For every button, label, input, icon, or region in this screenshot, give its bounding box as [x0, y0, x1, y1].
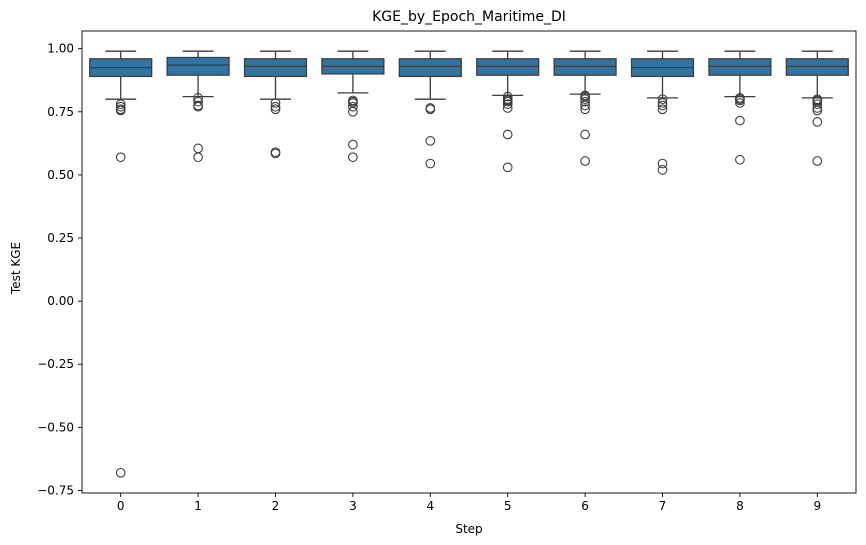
outlier-point — [502, 96, 513, 107]
outlier-point — [812, 103, 823, 113]
outlier-point — [348, 139, 358, 150]
outlier-point — [735, 115, 745, 126]
outlier-point — [425, 158, 436, 169]
outlier-point — [193, 96, 203, 107]
outlier-point — [193, 143, 203, 154]
outlier-point — [735, 154, 745, 165]
outlier-point — [812, 117, 823, 127]
outlier-point — [270, 101, 281, 112]
box-body — [243, 58, 308, 78]
y-tick-label: −0.75 — [37, 483, 74, 497]
outlier-point — [657, 158, 668, 169]
y-tick-label: 0.00 — [47, 294, 74, 308]
outlier-point — [812, 105, 823, 116]
x-tick-label: 1 — [194, 499, 202, 513]
outlier-point — [193, 101, 203, 112]
outlier-point — [115, 467, 126, 478]
outlier-point — [502, 99, 513, 110]
outlier-point — [657, 98, 668, 108]
y-tick-label: 1.00 — [47, 42, 74, 56]
outlier-point — [115, 152, 126, 163]
outlier-point — [115, 99, 126, 110]
outlier-point — [735, 95, 745, 106]
x-tick-label: 6 — [581, 499, 589, 513]
chart-title: KGE_by_Epoch_Maritime_DI — [372, 9, 566, 25]
outlier-point — [657, 165, 668, 175]
outlier-point — [657, 100, 668, 111]
x-tick-label: 4 — [426, 499, 434, 513]
outlier-point — [270, 104, 281, 115]
y-tick-label: 0.50 — [47, 168, 74, 182]
y-tick-label: −0.50 — [37, 420, 74, 434]
box-body — [398, 58, 462, 78]
y-tick-label: 0.25 — [47, 231, 74, 245]
x-tick-label: 8 — [736, 499, 744, 513]
outlier-point — [580, 94, 590, 105]
x-tick-label: 9 — [813, 499, 821, 513]
x-tick-label: 7 — [659, 499, 667, 513]
outlier-point — [115, 101, 126, 112]
plot-area: 1.00 0.75 0.50 0.25 0.00 −0.25 −0.50 −0.75 0 1 2 3 4… — [37, 30, 857, 513]
outlier-point — [580, 129, 590, 140]
x-tick-label: 0 — [117, 499, 125, 513]
outlier-point — [657, 104, 668, 115]
outlier-point — [657, 94, 668, 105]
outlier-point — [812, 99, 823, 110]
outlier-point — [348, 101, 358, 112]
outlier-point — [425, 135, 436, 146]
outlier-point — [735, 98, 745, 108]
outlier-point — [193, 152, 203, 163]
box-body — [166, 56, 230, 76]
outlier-point — [270, 98, 281, 108]
x-tick-label: 2 — [272, 499, 280, 513]
outlier-point — [270, 148, 281, 159]
outlier-point — [580, 96, 590, 107]
outlier-point — [580, 156, 590, 166]
y-tick-label: 0.75 — [47, 105, 74, 119]
outlier-point — [425, 104, 436, 115]
x-tick-label: 5 — [504, 499, 512, 513]
outlier-point — [348, 152, 358, 163]
y-axis-label: Test KGE — [9, 242, 23, 295]
x-axis-label: Step — [455, 522, 482, 536]
outlier-point — [580, 104, 590, 115]
outlier-point — [502, 103, 513, 113]
outlier-point — [115, 105, 126, 116]
outlier-point — [812, 156, 823, 166]
outlier-point — [580, 100, 590, 111]
outlier-point — [348, 106, 358, 117]
plot-frame — [81, 30, 857, 494]
outlier-point — [502, 129, 513, 140]
outlier-point — [502, 162, 513, 173]
y-tick-label: −0.25 — [37, 357, 74, 371]
outlier-point — [502, 91, 513, 102]
x-tick-label: 3 — [349, 499, 357, 513]
